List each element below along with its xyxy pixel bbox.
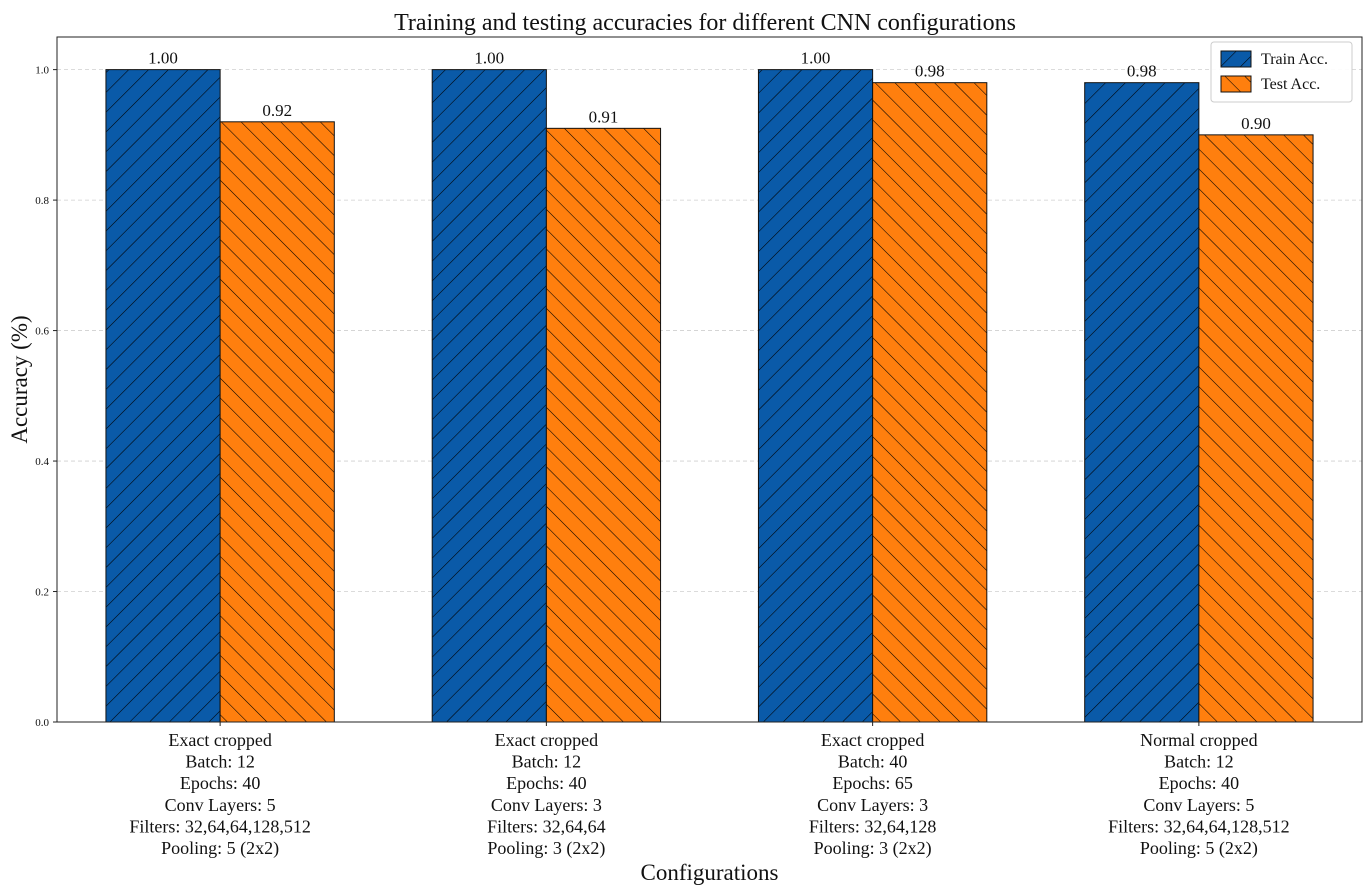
- bar-hatch: [105, 69, 221, 723]
- x-tick-label: Exact cropped Batch: 40 Epochs: 65 Conv Lay…: [809, 730, 937, 859]
- bar: [545, 127, 662, 723]
- legend-item: Test Acc.: [1220, 75, 1320, 93]
- bar-hatch: [545, 127, 662, 723]
- x-axis-title: Configurations: [641, 860, 779, 885]
- bar: [1084, 82, 1200, 723]
- bar-hatch: [1198, 134, 1314, 723]
- x-tick-label-line: Conv Layers: 5: [1143, 795, 1254, 815]
- bar-value-label: 1.00: [148, 49, 178, 68]
- y-tick-label: 0.4: [35, 456, 49, 468]
- x-tick-label-line: Epochs: 65: [832, 773, 913, 793]
- bar-value-labels: 1.00 1.00 1.00 0.98 0.92 0.91 0.98 0.90: [148, 49, 1271, 133]
- y-tick-label: 0.6: [35, 326, 49, 338]
- bar: [219, 121, 335, 723]
- x-tick-label-line: Epochs: 40: [506, 773, 587, 793]
- x-tick-label-line: Conv Layers: 3: [817, 795, 928, 815]
- x-tick-label-line: Batch: 40: [838, 752, 908, 772]
- bar: [1198, 134, 1314, 723]
- x-tick-label-line: Pooling: 3 (2x2): [814, 838, 932, 859]
- y-tick-label: 1.0: [35, 65, 49, 77]
- legend: Train Acc. Test Acc.: [1210, 41, 1353, 103]
- legend-label: Train Acc.: [1261, 51, 1328, 68]
- bar: [431, 69, 547, 723]
- bar: [105, 69, 221, 723]
- bar-value-label: 0.92: [262, 101, 292, 120]
- bar-hatch: [757, 69, 874, 723]
- x-tick-label: Normal cropped Batch: 12 Epochs: 40 Conv La…: [1108, 730, 1290, 859]
- x-tick-label-line: Normal cropped: [1140, 730, 1257, 750]
- bar-hatch: [431, 69, 547, 723]
- x-tick-label-line: Batch: 12: [185, 752, 255, 772]
- y-tick-label: 0.8: [35, 195, 49, 207]
- x-tick-label-line: Filters: 32,64,128: [809, 816, 937, 836]
- x-tick-label-line: Filters: 32,64,64: [487, 816, 606, 836]
- x-tick-label-line: Conv Layers: 5: [165, 795, 276, 815]
- legend-label: Test Acc.: [1261, 76, 1320, 93]
- bar-value-label: 0.91: [589, 107, 619, 126]
- x-tick-label: Exact cropped Batch: 12 Epochs: 40 Conv Lay…: [487, 730, 606, 859]
- bar-value-label: 0.98: [1127, 62, 1157, 81]
- x-tick-label-line: Epochs: 40: [180, 773, 261, 793]
- x-tick-label-line: Batch: 12: [512, 752, 582, 772]
- x-tick-label-line: Pooling: 5 (2x2): [161, 838, 279, 859]
- bar-hatch: [219, 121, 335, 723]
- y-axis: 0.0 0.2 0.4 0.6 0.8 1.0: [35, 65, 57, 729]
- bar-hatch: [1084, 82, 1200, 723]
- x-tick-label-line: Pooling: 5 (2x2): [1140, 838, 1258, 859]
- bar-hatch: [872, 82, 988, 723]
- x-tick-label-line: Exact cropped: [821, 730, 924, 750]
- bars: [105, 69, 1314, 723]
- bar-value-label: 0.90: [1241, 114, 1271, 133]
- x-tick-label-line: Epochs: 40: [1159, 773, 1240, 793]
- legend-swatch-hatch: [1220, 50, 1252, 68]
- x-tick-label-line: Exact cropped: [168, 730, 271, 750]
- x-tick-label-line: Conv Layers: 3: [491, 795, 602, 815]
- bar-value-label: 1.00: [801, 49, 831, 68]
- bar-value-label: 0.98: [915, 62, 945, 81]
- legend-swatch-hatch: [1220, 75, 1252, 93]
- chart-title: Training and testing accuracies for diff…: [394, 10, 1016, 36]
- plot-frame: [56, 36, 1363, 723]
- x-tick-label-line: Filters: 32,64,64,128,512: [1108, 816, 1290, 836]
- x-tick-label: Exact cropped Batch: 12 Epochs: 40 Conv Lay…: [129, 730, 311, 859]
- bar: [757, 69, 874, 723]
- legend-item: Train Acc.: [1220, 50, 1328, 68]
- bar-value-label: 1.00: [474, 49, 504, 68]
- x-tick-label-line: Exact cropped: [495, 730, 598, 750]
- x-axis: Exact cropped Batch: 12 Epochs: 40 Conv Lay…: [129, 722, 1290, 859]
- bar: [872, 82, 988, 723]
- x-tick-label-line: Batch: 12: [1164, 752, 1234, 772]
- y-tick-label: 0.0: [35, 717, 49, 729]
- x-tick-label-line: Filters: 32,64,64,128,512: [129, 816, 311, 836]
- y-axis-title: Accuracy (%): [7, 315, 32, 443]
- x-tick-label-line: Pooling: 3 (2x2): [487, 838, 605, 859]
- y-tick-label: 0.2: [35, 587, 49, 599]
